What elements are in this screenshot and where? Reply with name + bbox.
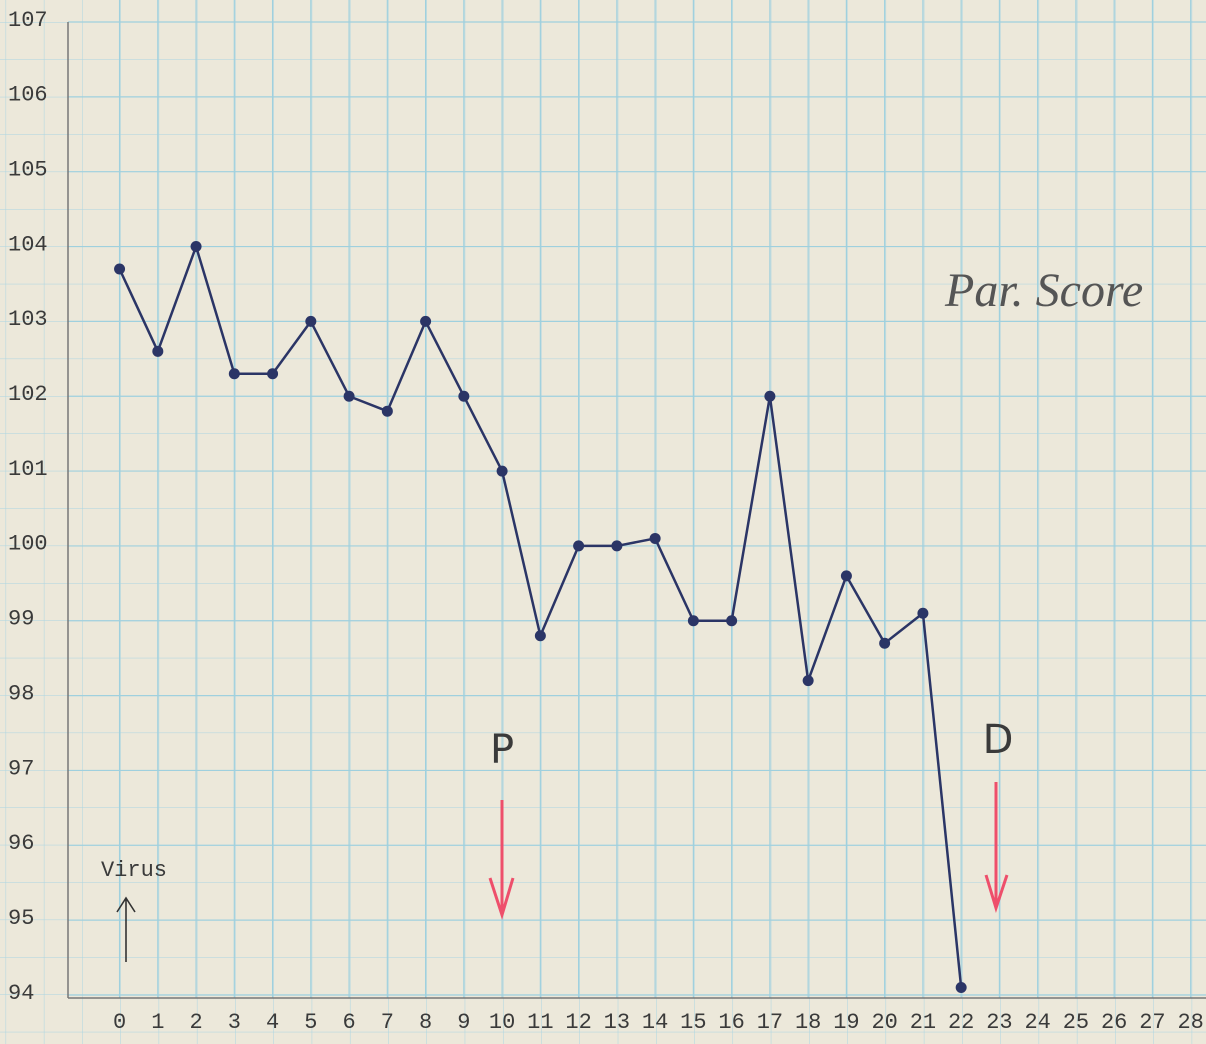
- x-tick-label: 18: [795, 1010, 821, 1035]
- grid: [68, 0, 1206, 998]
- data-point: [190, 241, 202, 253]
- x-tick-label: 12: [565, 1010, 591, 1035]
- x-tick-label: 27: [1139, 1010, 1165, 1035]
- x-tick-label: 26: [1101, 1010, 1127, 1035]
- y-tick-label: 99: [8, 607, 34, 632]
- data-point: [573, 540, 585, 552]
- p-arrow: [488, 800, 515, 921]
- x-tick-label: 24: [1024, 1010, 1050, 1035]
- data-point: [917, 607, 929, 619]
- data-point: [267, 368, 279, 380]
- x-tick-label: 21: [910, 1010, 936, 1035]
- data-point: [726, 615, 738, 627]
- x-tick-label: 25: [1063, 1010, 1089, 1035]
- y-tick-label: 98: [8, 681, 34, 706]
- d-label: D: [983, 717, 1014, 763]
- x-tick-label: 4: [266, 1010, 279, 1035]
- y-tick-label: 107: [8, 8, 48, 33]
- d-arrow: [984, 782, 1009, 913]
- x-tick-label: 20: [871, 1010, 897, 1035]
- x-tick-label: 13: [604, 1010, 630, 1035]
- p-label: P: [490, 727, 514, 773]
- x-tick-label: 10: [489, 1010, 515, 1035]
- x-tick-label: 23: [986, 1010, 1012, 1035]
- x-tick-label: 6: [342, 1010, 355, 1035]
- x-tick-label: 3: [228, 1010, 241, 1035]
- data-point: [114, 263, 126, 275]
- data-point: [420, 315, 432, 327]
- x-tick-label: 11: [527, 1010, 553, 1035]
- data-point: [649, 532, 661, 544]
- y-tick-label: 101: [8, 457, 48, 482]
- data-point: [802, 675, 814, 687]
- data-point: [687, 615, 699, 627]
- y-tick-label: 97: [8, 756, 34, 781]
- x-tick-label: 1: [151, 1010, 164, 1035]
- x-tick-label: 19: [833, 1010, 859, 1035]
- x-tick-label: 17: [757, 1010, 783, 1035]
- y-tick-label: 103: [8, 307, 48, 332]
- data-point: [840, 570, 852, 582]
- data-point: [228, 368, 240, 380]
- y-tick-label: 96: [8, 831, 34, 856]
- data-point: [534, 630, 546, 642]
- data-point: [343, 390, 355, 402]
- virus-label: Virus: [101, 858, 167, 883]
- y-tick-label: 100: [8, 532, 48, 557]
- y-tick-label: 94: [8, 981, 34, 1006]
- data-point: [611, 540, 623, 552]
- x-tick-label: 8: [419, 1010, 432, 1035]
- data-point: [305, 315, 317, 327]
- y-tick-label: 105: [8, 158, 48, 183]
- data-point: [458, 390, 470, 402]
- virus-arrow: [116, 896, 136, 962]
- x-tick-label: 5: [304, 1010, 317, 1035]
- x-tick-label: 14: [642, 1010, 668, 1035]
- y-tick-label: 106: [8, 83, 48, 108]
- x-tick-label: 7: [381, 1010, 394, 1035]
- x-tick-label: 15: [680, 1010, 706, 1035]
- data-point: [152, 345, 164, 357]
- data-point: [496, 465, 508, 477]
- x-tick-label: 9: [457, 1010, 470, 1035]
- y-tick-label: 95: [8, 906, 34, 931]
- data-point: [381, 405, 393, 417]
- y-tick-label: 102: [8, 382, 48, 407]
- x-tick-label: 0: [113, 1010, 126, 1035]
- x-tick-label: 16: [718, 1010, 744, 1035]
- y-tick-label: 104: [8, 232, 48, 257]
- x-tick-label: 22: [948, 1010, 974, 1035]
- x-tick-label: 2: [189, 1010, 202, 1035]
- x-tick-label: 28: [1177, 1010, 1203, 1035]
- data-point: [764, 390, 776, 402]
- data-point: [955, 982, 967, 994]
- score-label: Par. Score: [944, 264, 1143, 317]
- data-point: [879, 637, 891, 649]
- plot: [114, 241, 967, 994]
